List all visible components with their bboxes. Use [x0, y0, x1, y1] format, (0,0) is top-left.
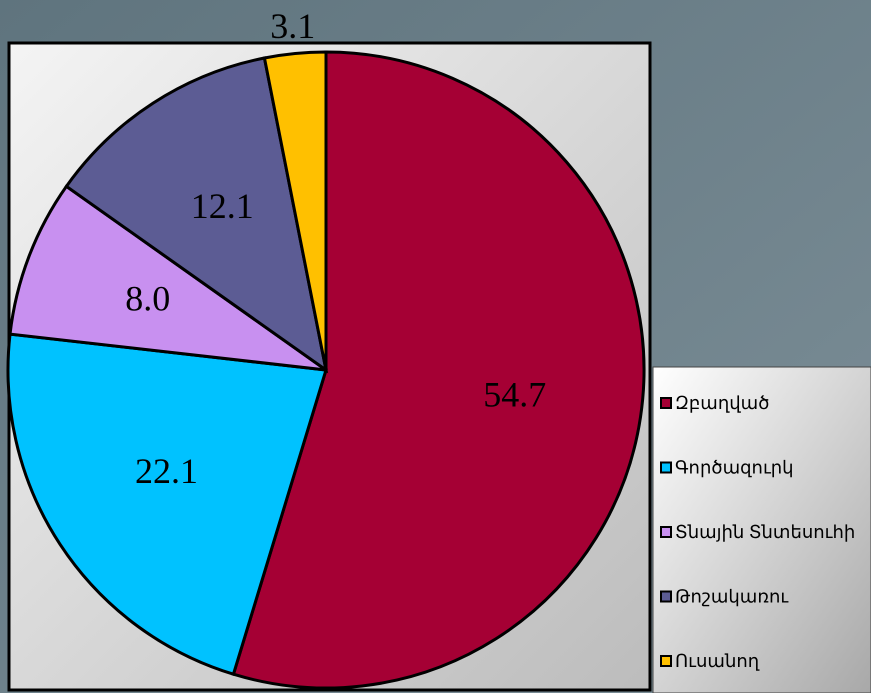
legend-label: Տնային Տնտեսուհի	[675, 522, 855, 542]
pie-slice	[8, 184, 327, 372]
pie-slice	[6, 332, 328, 677]
legend-swatch	[660, 461, 672, 474]
legend-label: Զբաղված	[675, 393, 769, 413]
legend	[652, 366, 871, 693]
legend-swatch	[660, 526, 672, 538]
legend-swatch	[660, 655, 672, 667]
data-label: 8.0	[125, 278, 170, 318]
pie-slice	[231, 50, 646, 690]
legend-label: Ուսանող	[675, 651, 760, 671]
data-label: 12.1	[191, 186, 254, 226]
pie-slice	[262, 50, 328, 371]
pie-slice	[64, 56, 329, 374]
data-label: 54.7	[483, 374, 546, 414]
legend-label: Գործազուրկ	[675, 458, 794, 478]
legend-swatch	[660, 590, 672, 603]
legend-label: Թոշակառու	[675, 587, 789, 607]
data-label: 22.1	[135, 451, 198, 491]
data-label: 3.1	[270, 6, 315, 46]
legend-swatch	[660, 397, 672, 409]
